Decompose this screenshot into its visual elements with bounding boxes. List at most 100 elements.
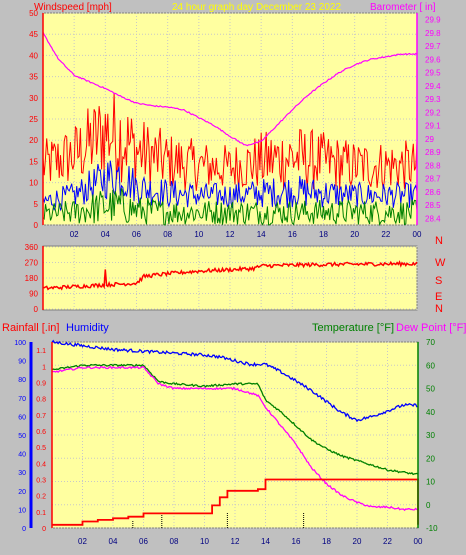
humidity-y-tick-label: 30 [18, 470, 26, 477]
humidity-y-tick-label: 60 [18, 414, 26, 421]
humidity-y-tick-label: 10 [18, 507, 26, 514]
barometer-y-tick-label: 28.8 [425, 161, 441, 170]
climate-x-tick-label: 02 [78, 537, 87, 546]
temperature-y-tick-label: 10 [426, 478, 435, 487]
rain-y-tick-label: 1.1 [36, 348, 46, 355]
barometer-axis-label: Barometer [ in] [370, 2, 436, 13]
direction-panel-grid [43, 246, 418, 310]
barometer-y-tick-label: 29.2 [425, 108, 441, 117]
wind-panel-series [42, 32, 418, 227]
rain-y-tick-label: 0.5 [36, 445, 46, 452]
wind-x-tick-label: 12 [226, 230, 235, 239]
wind-y-tick-label: 5 [34, 200, 39, 209]
wind-x-tick-label: 20 [350, 230, 359, 239]
direction-y-tick-label: 0 [34, 305, 39, 314]
climate-panel-axes: 010203040506070809010000.10.20.30.40.50.… [14, 338, 438, 546]
rain-y-tick-label: 0 [42, 526, 46, 533]
wind-y-tick-label: 40 [29, 51, 38, 60]
climate-x-tick-label: 10 [200, 537, 209, 546]
barometer-y-tick-label: 28.7 [425, 175, 441, 184]
wind-direction-series [42, 260, 418, 291]
humidity-y-tick-label: 100 [14, 340, 26, 347]
climate-x-tick-label: 18 [322, 537, 331, 546]
wind-x-tick-label: 02 [70, 230, 79, 239]
barometer-y-tick-label: 28.9 [425, 148, 441, 157]
wind-speed-series [42, 92, 418, 191]
climate-x-tick-label: 16 [292, 537, 301, 546]
wind-x-tick-label: 00 [413, 230, 422, 239]
wind-y-tick-label: 30 [29, 94, 38, 103]
direction-panel-series [42, 260, 418, 291]
climate-x-tick-label: 00 [414, 537, 423, 546]
climate-x-tick-label: 20 [353, 537, 362, 546]
barometer-y-tick-label: 28.6 [425, 188, 441, 197]
wind-x-tick-label: 10 [194, 230, 203, 239]
wind-y-tick-label: 25 [29, 115, 38, 124]
humidity-series [51, 339, 419, 423]
wind-x-tick-label: 08 [163, 230, 172, 239]
wind-panel-axes: 0 5 10 15 20 25 30 35 40 45 50 28.4 28.5 28.6 28.7 28.8… [29, 9, 441, 239]
compass-label: N [435, 303, 443, 315]
rain-y-tick-label: 0.6 [36, 429, 46, 436]
rain-y-tick-label: 0.8 [36, 397, 46, 404]
humidity-axis-label: Humidity [66, 322, 109, 334]
wind-y-tick-label: 45 [29, 30, 38, 39]
humidity-y-tick-label: 40 [18, 452, 26, 459]
compass-label: N [435, 235, 443, 247]
compass-label: S [435, 275, 442, 287]
climate-panel-series [51, 339, 419, 528]
compass-label: W [435, 257, 446, 269]
rain-y-tick-label: 0.9 [36, 380, 46, 387]
temperature-axis-label: Temperature [°F] [312, 322, 394, 334]
temperature-y-tick-label: 50 [426, 385, 435, 394]
direction-y-tick-label: 90 [29, 290, 38, 299]
barometer-y-tick-label: 29.9 [425, 16, 441, 25]
rainfall-axis-label: Rainfall [.in] [2, 322, 59, 334]
barometer-y-tick-label: 29.1 [425, 122, 441, 131]
wind-x-tick-label: 18 [319, 230, 328, 239]
climate-x-tick-label: 12 [231, 537, 240, 546]
temperature-y-tick-label: 40 [426, 408, 435, 417]
wind-y-tick-label: 50 [29, 9, 38, 18]
wind-y-tick-label: 10 [29, 179, 38, 188]
climate-x-tick-label: 08 [170, 537, 179, 546]
wind-x-tick-label: 04 [101, 230, 110, 239]
barometer-y-tick-label: 29.7 [425, 42, 441, 51]
temperature-series [51, 363, 419, 476]
direction-y-tick-label: 270 [25, 259, 39, 268]
compass-label: E [435, 291, 442, 303]
wind-y-tick-label: 35 [29, 73, 38, 82]
humidity-y-tick-label: 50 [18, 433, 26, 440]
direction-y-tick-label: 180 [25, 274, 39, 283]
climate-x-tick-label: 04 [109, 537, 118, 546]
humidity-y-tick-label: 90 [18, 359, 26, 366]
wind-x-tick-label: 14 [257, 230, 266, 239]
rain-y-tick-label: 0.3 [36, 477, 46, 484]
windspeed-axis-label: Windspeed [mph] [34, 2, 112, 13]
rain-y-tick-label: 0.1 [36, 510, 46, 517]
dewpoint-series [51, 365, 419, 512]
barometer-y-tick-label: 29.4 [425, 82, 441, 91]
climate-x-tick-label: 22 [383, 537, 392, 546]
wind-low-series [42, 188, 418, 227]
rain-y-tick-label: 0.4 [36, 461, 46, 468]
direction-y-tick-label: 360 [25, 243, 39, 252]
humidity-y-tick-label: 80 [18, 377, 26, 384]
temperature-y-tick-label: 70 [426, 338, 435, 347]
temperature-y-tick-label: 20 [426, 454, 435, 463]
dewpoint-axis-label: Dew Point [°F] [396, 322, 466, 334]
humidity-y-tick-label: 70 [18, 396, 26, 403]
barometer-y-tick-label: 29.8 [425, 29, 441, 38]
barometer-y-tick-label: 29.6 [425, 55, 441, 64]
humidity-y-tick-label: 0 [22, 526, 26, 533]
rain-y-tick-label: 0.2 [36, 494, 46, 501]
rain-y-tick-label: 1 [42, 364, 46, 371]
temperature-y-tick-label: 0 [426, 501, 431, 510]
temperature-y-tick-label: 60 [426, 361, 435, 370]
humidity-y-tick-label: 20 [18, 489, 26, 496]
barometer-y-tick-label: 28.5 [425, 201, 441, 210]
rainfall-series [52, 478, 419, 526]
wind-y-tick-label: 20 [29, 136, 38, 145]
